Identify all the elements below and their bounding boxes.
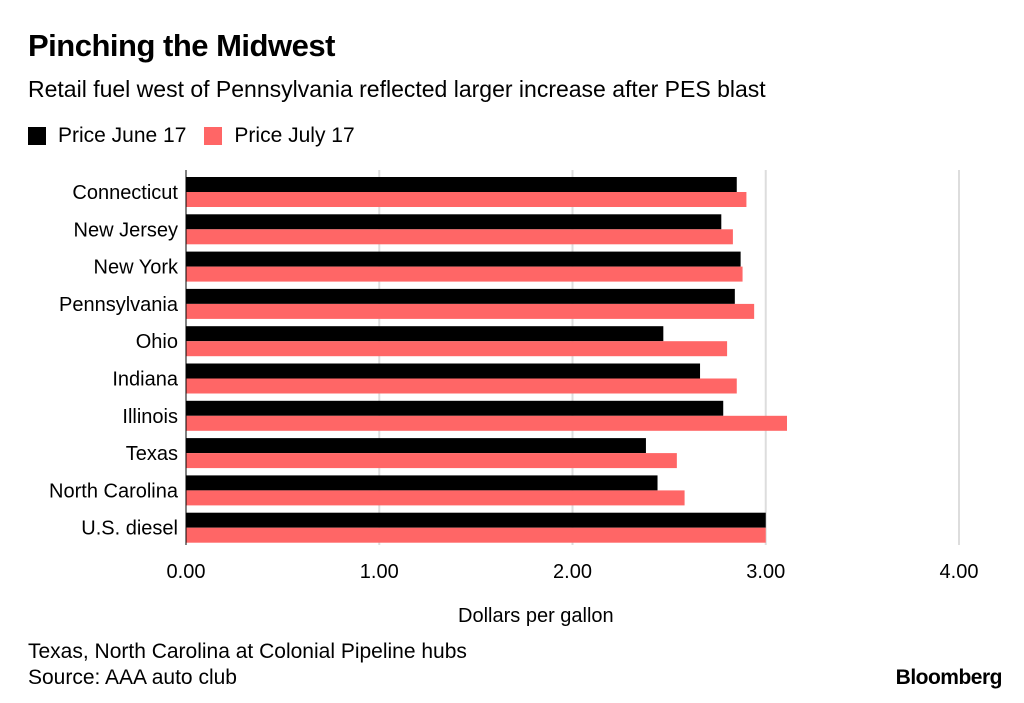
bloomberg-logo: Bloomberg	[895, 666, 1003, 689]
source-note: Source: AAA auto club	[28, 666, 237, 689]
bar-june	[186, 251, 741, 267]
category-label: North Carolina	[49, 480, 179, 502]
legend-item-july: Price July 17	[204, 124, 355, 148]
bar-july	[186, 415, 788, 431]
bar-july	[186, 303, 755, 319]
x-tick-label: 2.00	[553, 561, 592, 583]
bar-june	[186, 326, 664, 342]
category-label: Ohio	[136, 331, 178, 353]
category-label: New Jersey	[74, 219, 178, 241]
bar-june	[186, 475, 658, 491]
category-label: Indiana	[112, 369, 178, 391]
x-axis-label: Dollars per gallon	[458, 605, 614, 627]
chart-title: Pinching the Midwest	[28, 28, 335, 63]
bar-july	[186, 341, 728, 357]
category-label: U.S. diesel	[81, 518, 178, 540]
bar-july	[186, 527, 766, 543]
bar-july	[186, 378, 737, 394]
bar-june	[186, 438, 646, 454]
category-label: Illinois	[122, 406, 178, 428]
bar-july	[186, 229, 733, 245]
legend: Price June 17 Price July 17	[28, 124, 373, 148]
category-label: Texas	[126, 443, 178, 465]
bar-july	[186, 266, 743, 282]
bar-june	[186, 177, 737, 192]
bar-july	[186, 192, 747, 207]
bar-july	[186, 490, 685, 506]
x-tick-label: 4.00	[940, 561, 979, 583]
category-label: Connecticut	[72, 182, 178, 204]
bar-june	[186, 214, 722, 230]
bar-june	[186, 512, 766, 528]
x-tick-label: 1.00	[360, 561, 399, 583]
footnote: Texas, North Carolina at Colonial Pipeli…	[28, 640, 467, 663]
x-tick-label: 3.00	[746, 561, 785, 583]
x-tick-label: 0.00	[167, 561, 206, 583]
legend-swatch-june	[28, 127, 46, 145]
bar-june	[186, 363, 701, 379]
category-label: Pennsylvania	[59, 294, 179, 316]
legend-swatch-july	[204, 127, 223, 145]
bar-july	[186, 453, 677, 469]
bar-june	[186, 288, 735, 304]
chart-subtitle: Retail fuel west of Pennsylvania reflect…	[28, 76, 766, 102]
legend-label-july: Price July 17	[234, 124, 355, 147]
category-label: New York	[94, 257, 179, 279]
bar-june	[186, 400, 724, 416]
legend-label-june: Price June 17	[58, 124, 187, 147]
legend-item-june: Price June 17	[28, 124, 186, 148]
